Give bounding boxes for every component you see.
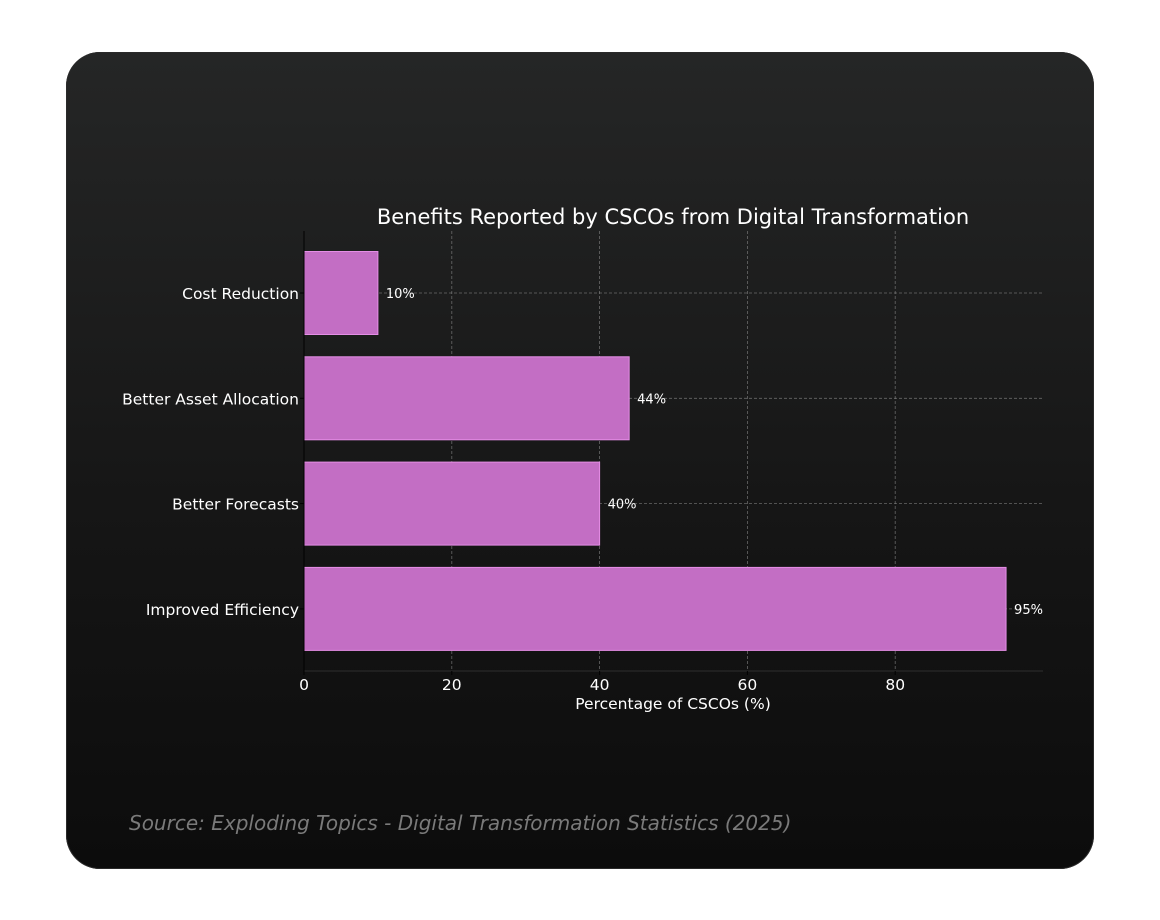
y-tick-label: Improved Efficiency — [146, 601, 299, 619]
x-tick-label: 60 — [738, 676, 758, 694]
y-axis-categories: Cost Reduction Better Asset Allocation Bet… — [122, 285, 304, 619]
x-axis-label: Percentage of CSCOs (%) — [575, 695, 771, 713]
data-label: 10% — [386, 287, 415, 302]
data-labels: 10% 44% 40% 95% — [386, 287, 1043, 618]
y-tick-label: Better Asset Allocation — [122, 390, 299, 408]
x-tick-label: 0 — [299, 676, 309, 694]
bar-chart: Benefits Reported by CSCOs from Digital … — [122, 205, 1043, 713]
data-label: 95% — [1014, 603, 1043, 618]
bars — [303, 251, 1007, 651]
chart-card: Benefits Reported by CSCOs from Digital … — [66, 52, 1094, 869]
y-tick-label: Better Forecasts — [172, 496, 299, 514]
y-tick-label: Cost Reduction — [182, 285, 299, 303]
data-label: 40% — [608, 498, 637, 513]
bar — [303, 566, 1007, 651]
bar — [303, 356, 630, 441]
chart-title: Benefits Reported by CSCOs from Digital … — [377, 205, 969, 229]
bar — [303, 251, 379, 335]
x-tick-label: 80 — [885, 676, 905, 694]
x-tick-label: 40 — [590, 676, 610, 694]
bar — [303, 461, 601, 546]
x-tick-label: 20 — [442, 676, 462, 694]
data-label: 44% — [637, 392, 666, 407]
source-note: Source: Exploding Topics - Digital Trans… — [129, 811, 792, 835]
x-axis-ticks: 0 20 40 60 80 — [299, 671, 905, 694]
